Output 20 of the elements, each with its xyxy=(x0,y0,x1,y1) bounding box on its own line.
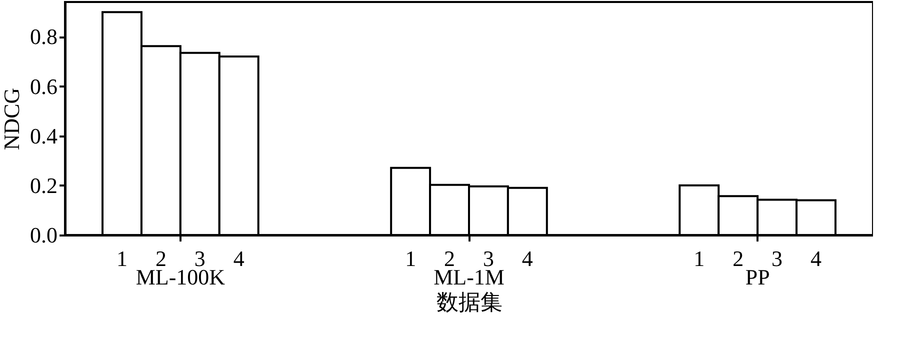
x-tick-label: PP xyxy=(745,264,770,290)
y-tick-label: 0.2 xyxy=(30,172,58,198)
text: 2 xyxy=(444,246,456,271)
series-label: 1 xyxy=(116,246,128,271)
series-label: 3 xyxy=(194,246,206,271)
y-tick-label: 0.4 xyxy=(30,123,58,148)
y-tick-label: 0.0 xyxy=(30,222,58,248)
text: 3 xyxy=(772,246,783,271)
text: 3 xyxy=(482,246,494,271)
text: 2 xyxy=(732,246,744,271)
text: 4 xyxy=(810,246,822,271)
y-tick-label: 0.8 xyxy=(30,24,58,50)
series-label: 4 xyxy=(233,246,244,271)
y-axis-title: NDCG xyxy=(0,88,24,150)
text: 1 xyxy=(405,246,416,271)
x-axis-title: 数据集 xyxy=(436,290,502,314)
y-tick-label: 0.6 xyxy=(30,74,58,99)
series-label: 2 xyxy=(155,246,166,271)
text: 4 xyxy=(522,246,533,271)
text: 1 xyxy=(694,246,705,271)
